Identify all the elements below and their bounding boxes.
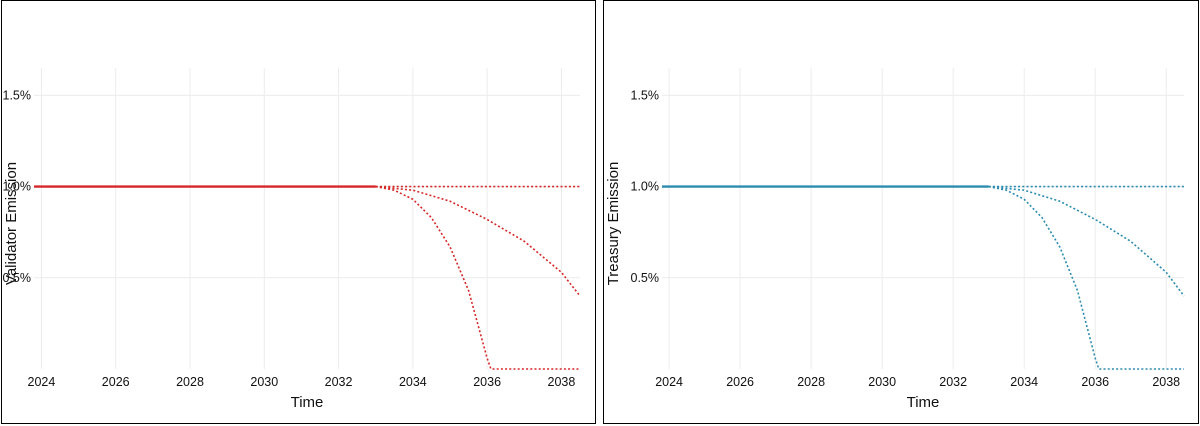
validator-emission-chart: 0.5% 1.0% 1.5% 2024 2026 2028 2030 2032 2034 2036… [3, 68, 581, 411]
x-tick-label: 2036 [473, 375, 501, 389]
x-tick-label: 2026 [102, 375, 130, 389]
x-tick-label: 2024 [655, 375, 683, 389]
x-tick-label: 2038 [548, 375, 576, 389]
y-tick-label: 0.5% [3, 271, 32, 285]
x-tick-label: 2032 [325, 375, 353, 389]
treasury-emission-panel: 0.5% 1.0% 1.5% 2024 2026 2028 2030 2032 2034 2036… [603, 0, 1199, 424]
x-tick-label: 2034 [1010, 375, 1038, 389]
projection-line [988, 185, 1185, 297]
y-tick-label: 1.0% [631, 180, 660, 194]
projection-line [375, 185, 580, 370]
treasury-emission-chart: 0.5% 1.0% 1.5% 2024 2026 2028 2030 2032 2034 2036… [605, 68, 1185, 411]
projection-line [375, 185, 581, 297]
y-tick-label: 1.0% [3, 180, 32, 194]
x-tick-label: 2034 [399, 375, 427, 389]
x-tick-label: 2026 [726, 375, 754, 389]
y-axis-title: Validator Emission [3, 162, 20, 285]
x-tick-label: 2028 [797, 375, 825, 389]
y-tick-label: 1.5% [3, 88, 32, 102]
x-tick-label: 2024 [28, 375, 56, 389]
y-tick-label: 1.5% [631, 88, 660, 102]
x-tick-label: 2036 [1081, 375, 1109, 389]
x-tick-label: 2028 [176, 375, 204, 389]
y-tick-label: 0.5% [631, 271, 660, 285]
validator-emission-panel: 0.5% 1.0% 1.5% 2024 2026 2028 2030 2032 2034 2036… [1, 0, 596, 424]
projection-line [988, 185, 1184, 370]
x-tick-label: 2032 [939, 375, 967, 389]
x-tick-label: 2030 [250, 375, 278, 389]
x-tick-label: 2038 [1152, 375, 1180, 389]
x-tick-label: 2030 [868, 375, 896, 389]
x-axis-title: Time [907, 394, 940, 411]
y-axis-title: Treasury Emission [605, 162, 622, 286]
x-axis-title: Time [291, 394, 324, 411]
